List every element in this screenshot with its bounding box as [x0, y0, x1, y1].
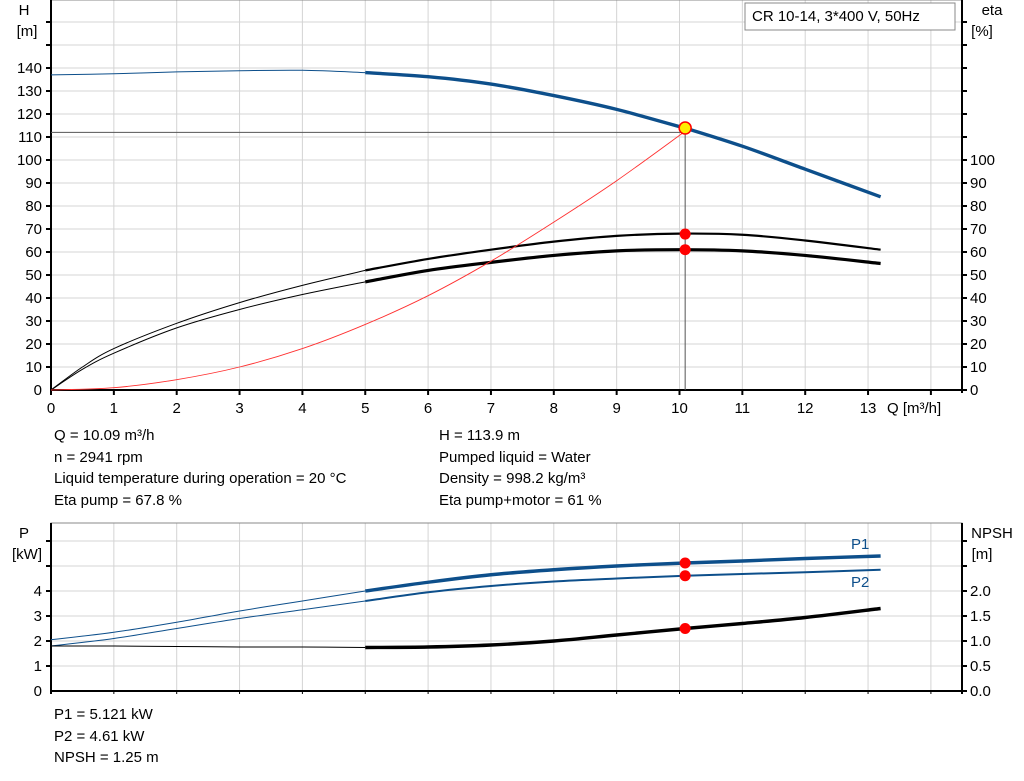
- x-tick-label: 7: [487, 400, 495, 417]
- bottom-right-axis-unit: [m]: [972, 546, 993, 563]
- top-left-tick-label: 0: [34, 382, 42, 399]
- top-left-tick-label: 80: [25, 198, 42, 215]
- top-left-tick-label: 130: [17, 83, 42, 100]
- top-left-tick-label: 60: [25, 244, 42, 261]
- curve-H: [365, 70, 882, 199]
- x-tick-label: 12: [797, 400, 814, 417]
- top-right-tick-label: 90: [970, 175, 987, 192]
- info-eta-pump: Eta pump = 67.8 %: [54, 491, 182, 509]
- info-bottom: P1 = 5.121 kW P2 = 4.61 kW NPSH = 1.25 m: [54, 704, 159, 769]
- curve-P2: [365, 568, 881, 602]
- info-flow: Q = 10.09 m³/h: [54, 427, 155, 444]
- p2-duty-point: [679, 570, 691, 582]
- x-tick-label: 10: [671, 400, 688, 417]
- top-right-axis-unit: eta: [982, 2, 1004, 19]
- top-left-tick-label: 100: [17, 152, 42, 169]
- curve-eta-pump-extrapolated: [50, 269, 366, 391]
- x-tick-label: 11: [735, 400, 751, 417]
- info-temperature: Liquid temperature during operation = 20…: [54, 470, 347, 487]
- curve-P1-extrapolated: [50, 590, 366, 641]
- x-tick-label: 2: [173, 400, 181, 417]
- bottom-right-tick-label: 2.0: [970, 583, 991, 600]
- head-duty-point: [678, 121, 692, 135]
- p1-duty-point: [679, 557, 691, 569]
- curve-eta-pump: [365, 232, 881, 272]
- top-right-tick-label: 20: [970, 336, 987, 353]
- bottom-left-tick-label: 4: [34, 583, 42, 600]
- top-left-tick-label: 40: [25, 290, 42, 307]
- info-eta-total: Eta pump+motor = 61 %: [439, 491, 602, 509]
- x-tick-label: 8: [550, 400, 558, 417]
- bottom-left-axis-unit: [kW]: [12, 546, 42, 563]
- top-right-tick-label: 10: [970, 359, 987, 376]
- x-axis-label: Q [m³/h]: [887, 400, 941, 417]
- top-left-axis-unit: [m]: [17, 23, 38, 40]
- bottom-left-tick-label: 0: [34, 683, 42, 700]
- x-tick-label: 9: [612, 400, 620, 417]
- eta-pump-duty-point: [679, 228, 691, 240]
- top-right-tick-label: 80: [970, 198, 987, 215]
- chart-title: CR 10-14, 3*400 V, 50Hz: [752, 8, 920, 25]
- top-plot-frame: [50, 0, 963, 391]
- top-right-tick-label: 40: [970, 290, 987, 307]
- x-tick-label: 6: [424, 400, 432, 417]
- top-left-axis-unit: H: [19, 2, 30, 19]
- top-left-tick-label: 110: [18, 129, 42, 146]
- curve-eta-pump-motor: [364, 248, 881, 284]
- x-tick-label: 0: [47, 400, 55, 417]
- bottom-right-tick-label: 1.0: [970, 633, 991, 650]
- curve-eta-pump-motor-extrapolated: [50, 281, 366, 391]
- info-p1: P1 = 5.121 kW: [54, 706, 153, 723]
- bottom-right-tick-label: 0.0: [970, 683, 991, 700]
- curve-system: [50, 130, 686, 391]
- x-tick-label: 3: [235, 400, 243, 417]
- x-tick-label: 4: [298, 400, 306, 417]
- p1-series-label: P1: [851, 536, 869, 553]
- bottom-left-tick-label: 2: [34, 633, 42, 650]
- info-left: Q = 10.09 m³/h n = 2941 rpm Liquid tempe…: [54, 425, 346, 511]
- curve-P2-extrapolated: [50, 600, 366, 647]
- p2-series-label: P2: [851, 574, 869, 591]
- info-speed: n = 2941 rpm: [54, 448, 143, 466]
- top-left-tick-label: 20: [25, 336, 42, 353]
- top-left-tick-label: 50: [25, 267, 42, 284]
- info-npsh: NPSH = 1.25 m: [54, 749, 159, 766]
- top-right-tick-label: 60: [970, 244, 987, 261]
- info-head: H = 113.9 m: [439, 427, 521, 444]
- top-left-tick-label: 120: [17, 106, 42, 123]
- top-right-axis-unit: [%]: [971, 23, 993, 40]
- top-right-tick-label: 70: [970, 221, 987, 238]
- bottom-left-tick-label: 3: [34, 608, 42, 625]
- top-left-tick-label: 90: [25, 175, 42, 192]
- bottom-right-tick-label: 1.5: [970, 608, 991, 625]
- info-liquid: Pumped liquid = Water: [439, 448, 591, 466]
- x-tick-label: 5: [361, 400, 369, 417]
- top-left-tick-label: 140: [17, 60, 42, 77]
- x-tick-label: 13: [860, 400, 877, 417]
- bottom-right-axis-unit: NPSH: [971, 525, 1013, 542]
- bottom-left-tick-label: 1: [34, 658, 42, 675]
- curve-H-extrapolated: [50, 69, 366, 76]
- top-right-tick-label: 0: [970, 382, 978, 399]
- bottom-right-tick-label: 0.5: [970, 658, 991, 675]
- x-tick-label: 1: [110, 400, 118, 417]
- bottom-left-axis-unit: P: [19, 525, 29, 542]
- top-right-tick-label: 30: [970, 313, 987, 330]
- eta-total-duty-point: [679, 244, 691, 256]
- info-right: H = 113.9 m Pumped liquid = Water Densit…: [439, 425, 602, 511]
- curve-NPSH-extrapolated: [50, 645, 366, 648]
- top-left-tick-label: 30: [25, 313, 42, 330]
- top-right-tick-label: 100: [970, 152, 995, 169]
- top-right-tick-label: 50: [970, 267, 987, 284]
- info-p2: P2 = 4.61 kW: [54, 727, 145, 745]
- npsh-duty-point: [679, 623, 691, 634]
- top-left-tick-label: 10: [25, 359, 42, 376]
- legend-box: [744, 2, 956, 31]
- curve-NPSH: [365, 606, 881, 650]
- info-density: Density = 998.2 kg/m³: [439, 470, 586, 487]
- top-left-tick-label: 70: [25, 221, 42, 238]
- curve-P1: [365, 554, 881, 593]
